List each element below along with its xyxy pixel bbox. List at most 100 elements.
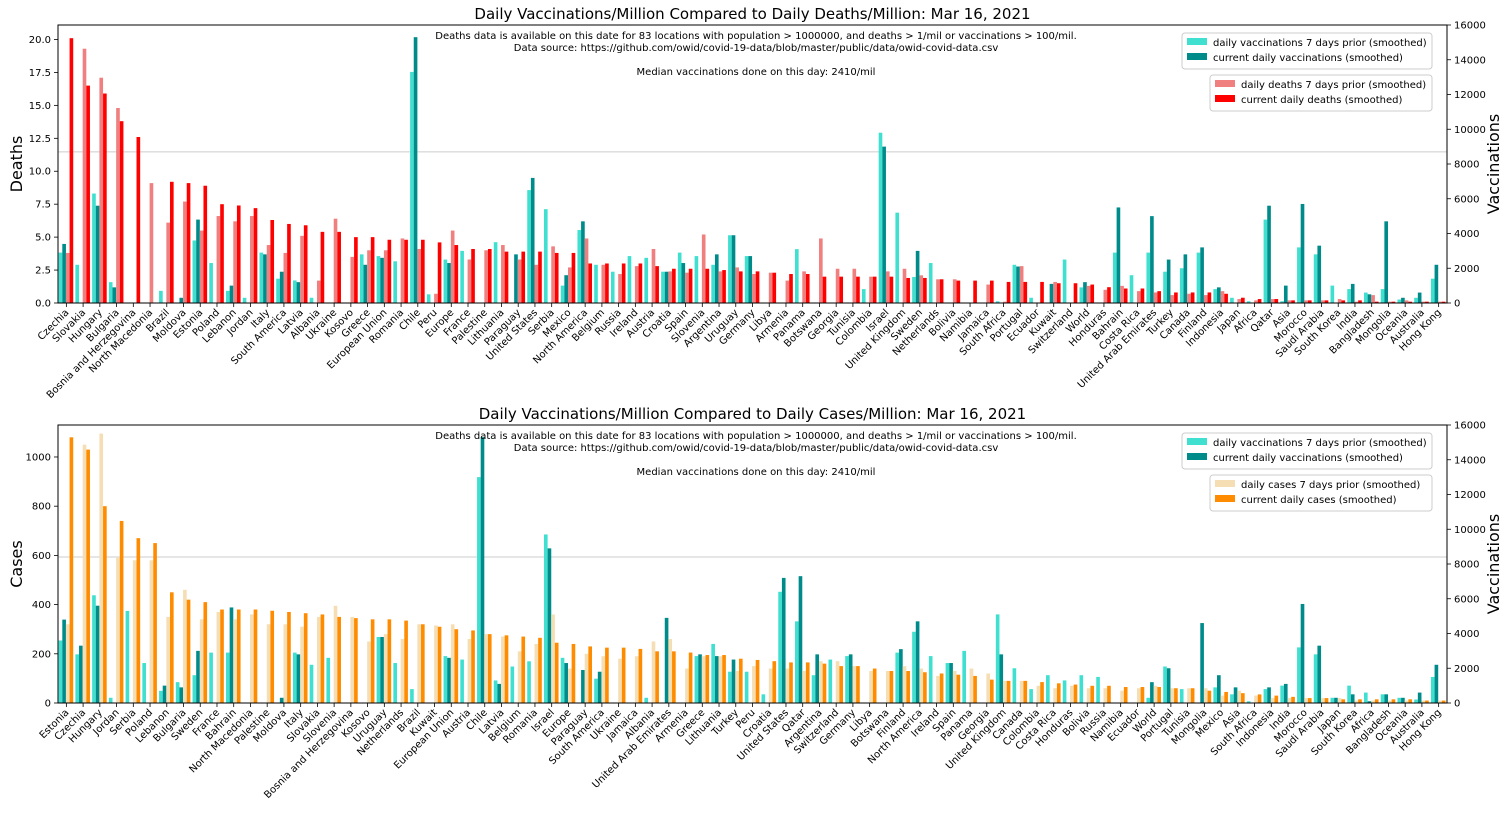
metric-prior-bar bbox=[1053, 281, 1057, 303]
vacc-prior-bar bbox=[543, 209, 548, 303]
metric-prior-bar bbox=[484, 634, 488, 703]
vacc-prior-bar bbox=[142, 663, 146, 703]
vacc-current-bar bbox=[848, 654, 853, 703]
vacc-current-bar bbox=[196, 219, 200, 303]
metric-current-bar bbox=[253, 208, 258, 303]
vacc-current-bar bbox=[564, 275, 568, 303]
metric-prior-bar bbox=[350, 256, 355, 303]
metric-prior-bar bbox=[1136, 291, 1141, 303]
vacc-prior-bar bbox=[1230, 297, 1234, 303]
metric-prior-bar bbox=[1120, 690, 1124, 703]
metric-prior-bar bbox=[1304, 698, 1308, 703]
metric-prior-bar bbox=[250, 216, 254, 303]
vacc-prior-bar bbox=[1163, 666, 1167, 703]
vacc-prior-bar bbox=[510, 666, 515, 703]
vacc-prior-bar bbox=[543, 534, 548, 703]
annotation-line: Deaths data is available on this date fo… bbox=[435, 31, 1077, 42]
metric-prior-bar bbox=[216, 216, 221, 303]
vacc-current-bar bbox=[1367, 701, 1372, 703]
vacc-current-bar bbox=[179, 687, 184, 703]
metric-current-bar bbox=[1241, 297, 1245, 303]
vacc-prior-bar bbox=[192, 675, 197, 703]
vacc-current-bar bbox=[781, 577, 786, 703]
vacc-current-bar bbox=[731, 235, 736, 303]
metric-prior-bar bbox=[1086, 285, 1091, 303]
metric-prior-bar bbox=[819, 661, 823, 703]
vacc-prior-bar bbox=[610, 271, 615, 303]
vacc-current-bar bbox=[1166, 668, 1171, 703]
metric-current-bar bbox=[705, 655, 710, 703]
vacc-prior-bar bbox=[744, 671, 749, 703]
vacc-prior-bar bbox=[1397, 299, 1402, 303]
metric-prior-bar bbox=[501, 636, 505, 703]
metric-prior-bar bbox=[952, 279, 957, 303]
metric-current-bar bbox=[1241, 693, 1245, 703]
vacc-current-bar bbox=[279, 271, 284, 303]
vacc-prior-bar bbox=[1096, 676, 1100, 703]
bars bbox=[58, 433, 1446, 703]
metric-current-bar bbox=[454, 245, 459, 303]
metric-current-bar bbox=[1040, 281, 1044, 303]
vacc-prior-bar bbox=[694, 256, 699, 303]
metric-current-bar bbox=[621, 647, 626, 703]
metric-prior-bar bbox=[685, 272, 689, 303]
vacc-current-bar bbox=[79, 645, 83, 703]
chart-title: Daily Vaccinations/Million Compared to D… bbox=[474, 5, 1030, 23]
legend-label: current daily vaccinations (smoothed) bbox=[1213, 453, 1403, 464]
legend-metric: daily cases 7 days prior (smoothed) curre… bbox=[1209, 474, 1433, 512]
metric-prior-bar bbox=[1170, 295, 1175, 303]
vacc-prior-bar bbox=[1146, 252, 1151, 303]
metric-prior-bar bbox=[819, 238, 823, 303]
vacc-current-bar bbox=[1200, 623, 1204, 703]
metric-current-bar bbox=[1123, 288, 1128, 303]
metric-prior-bar bbox=[149, 183, 154, 303]
metric-prior-bar bbox=[517, 259, 522, 303]
metric-prior-bar bbox=[517, 651, 522, 703]
metric-current-bar bbox=[789, 662, 793, 703]
metric-prior-bar bbox=[1421, 301, 1426, 303]
metric-current-bar bbox=[1408, 301, 1413, 303]
metric-current-bar bbox=[1107, 685, 1111, 703]
metric-current-bar bbox=[303, 613, 308, 703]
metric-prior-bar bbox=[1120, 285, 1124, 303]
metric-current-bar bbox=[538, 251, 542, 303]
legend-swatch bbox=[1215, 95, 1235, 102]
metric-prior-bar bbox=[383, 250, 388, 303]
y-left-tick-label: 400 bbox=[32, 600, 51, 611]
metric-prior-bar bbox=[1404, 700, 1409, 703]
metric-current-bar bbox=[1324, 300, 1329, 303]
vacc-current-bar bbox=[581, 669, 585, 703]
metric-prior-bar bbox=[233, 619, 237, 703]
metric-prior-bar bbox=[1354, 700, 1359, 703]
metric-prior-bar bbox=[634, 266, 639, 303]
metric-prior-bar bbox=[1287, 698, 1292, 703]
metric-prior-bar bbox=[1371, 700, 1375, 703]
y-left-tick-label: 20.0 bbox=[29, 35, 51, 46]
metric-prior-bar bbox=[400, 639, 405, 703]
vacc-prior-bar bbox=[309, 664, 314, 703]
metric-current-bar bbox=[738, 271, 743, 303]
y-right-tick-label: 6000 bbox=[1454, 194, 1479, 205]
annotation-line: Data source: https://github.com/owid/cov… bbox=[514, 443, 999, 454]
metric-current-bar bbox=[203, 185, 208, 303]
metric-current-bar bbox=[1056, 683, 1061, 703]
vacc-prior-bar bbox=[1347, 289, 1351, 303]
metric-prior-bar bbox=[116, 557, 120, 703]
metric-current-bar bbox=[1307, 300, 1312, 303]
vacc-current-bar bbox=[731, 659, 736, 703]
metric-current-bar bbox=[504, 251, 509, 303]
metric-prior-bar bbox=[601, 656, 606, 703]
vacc-prior-bar bbox=[376, 636, 381, 703]
vacc-prior-bar bbox=[393, 663, 398, 703]
metric-prior-bar bbox=[768, 272, 773, 303]
metric-current-bar bbox=[1090, 685, 1095, 703]
metric-current-bar bbox=[487, 634, 492, 703]
metric-current-bar bbox=[119, 520, 124, 703]
vacc-current-bar bbox=[497, 683, 502, 703]
metric-current-bar bbox=[86, 449, 90, 703]
vacc-prior-bar bbox=[1430, 676, 1435, 703]
metric-prior-bar bbox=[417, 624, 422, 703]
vacc-prior-bar bbox=[1129, 275, 1134, 303]
vacc-current-bar bbox=[380, 257, 384, 303]
vacc-prior-bar bbox=[928, 263, 933, 303]
